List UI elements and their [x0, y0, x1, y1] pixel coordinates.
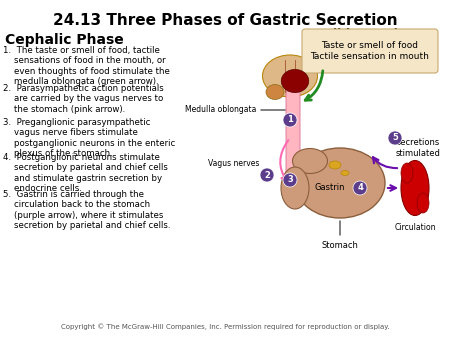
Text: Cephalic Phase: Cephalic Phase: [5, 33, 124, 47]
Circle shape: [388, 131, 402, 145]
Text: Copyright © The McGraw-Hill Companies, Inc. Permission required for reproduction: Copyright © The McGraw-Hill Companies, I…: [61, 323, 389, 330]
Ellipse shape: [281, 167, 309, 209]
Text: Circulation: Circulation: [394, 223, 436, 232]
Text: 4.  Postganglionic neurons stimulate
    secretion by parietal and chief cells
 : 4. Postganglionic neurons stimulate secr…: [3, 153, 168, 193]
Text: Taste or smell of food
Tactile sensation in mouth: Taste or smell of food Tactile sensation…: [310, 41, 429, 61]
Circle shape: [353, 181, 367, 195]
Text: 2: 2: [264, 170, 270, 179]
Text: 3.  Preganglionic parasympathetic
    vagus nerve fibers stimulate
    postgangl: 3. Preganglionic parasympathetic vagus n…: [3, 118, 175, 158]
FancyBboxPatch shape: [286, 91, 300, 190]
Ellipse shape: [401, 161, 429, 216]
Circle shape: [260, 168, 274, 182]
Ellipse shape: [281, 69, 309, 93]
Text: Vagus nerves: Vagus nerves: [207, 159, 259, 168]
Text: Gastrin: Gastrin: [315, 184, 345, 193]
Text: 2.  Parasympathetic action potentials
    are carried by the vagus nerves to
   : 2. Parasympathetic action potentials are…: [3, 84, 164, 114]
Text: 5.  Gastrin is carried through the
    circulation back to the stomach
    (purp: 5. Gastrin is carried through the circul…: [3, 190, 171, 230]
Text: 1.  The taste or smell of food, tactile
    sensations of food in the mouth, or
: 1. The taste or smell of food, tactile s…: [3, 46, 170, 86]
Text: 4: 4: [357, 184, 363, 193]
Text: Stomach: Stomach: [322, 241, 359, 250]
Text: 3: 3: [287, 175, 293, 185]
Ellipse shape: [295, 148, 385, 218]
Ellipse shape: [292, 148, 328, 173]
Text: Slide number 1: Slide number 1: [324, 28, 430, 41]
Ellipse shape: [401, 163, 413, 183]
Text: Secretions
stimulated: Secretions stimulated: [395, 138, 440, 158]
Circle shape: [283, 173, 297, 187]
Text: 24.13 Three Phases of Gastric Secretion: 24.13 Three Phases of Gastric Secretion: [53, 13, 397, 28]
Ellipse shape: [417, 193, 429, 213]
Ellipse shape: [341, 170, 349, 175]
Ellipse shape: [266, 84, 284, 99]
Text: 5: 5: [392, 134, 398, 143]
Circle shape: [283, 113, 297, 127]
Ellipse shape: [329, 161, 341, 169]
Text: 1: 1: [287, 116, 293, 124]
Ellipse shape: [262, 55, 318, 97]
FancyBboxPatch shape: [302, 29, 438, 73]
Text: Medulla oblongata: Medulla oblongata: [184, 105, 256, 115]
